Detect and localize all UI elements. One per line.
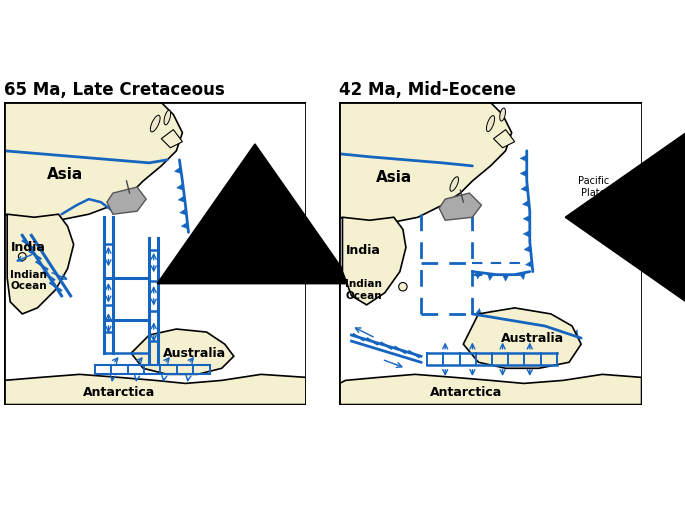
Text: Indian
Ocean: Indian Ocean	[10, 270, 47, 292]
Polygon shape	[560, 326, 566, 333]
Polygon shape	[524, 246, 531, 252]
Polygon shape	[384, 158, 391, 165]
Polygon shape	[140, 162, 147, 169]
Text: Asia: Asia	[375, 170, 412, 186]
Polygon shape	[548, 322, 554, 329]
Polygon shape	[107, 187, 146, 214]
Polygon shape	[373, 157, 379, 164]
Polygon shape	[55, 155, 62, 162]
Text: India: India	[11, 241, 46, 254]
Polygon shape	[463, 308, 581, 368]
Polygon shape	[105, 202, 110, 208]
Polygon shape	[67, 156, 74, 163]
Polygon shape	[66, 205, 71, 211]
Polygon shape	[487, 310, 494, 317]
Polygon shape	[520, 170, 527, 177]
Text: Antarctica: Antarctica	[430, 386, 503, 399]
Polygon shape	[340, 102, 512, 223]
Polygon shape	[19, 152, 25, 159]
Polygon shape	[161, 130, 182, 148]
Polygon shape	[521, 185, 528, 192]
Text: Indian
Ocean: Indian Ocean	[345, 279, 382, 301]
Text: 42 Ma, Mid-Eocene: 42 Ma, Mid-Eocene	[340, 82, 516, 99]
Polygon shape	[7, 151, 14, 158]
Polygon shape	[80, 197, 85, 203]
Polygon shape	[177, 184, 184, 190]
Polygon shape	[103, 159, 110, 166]
Polygon shape	[523, 215, 530, 222]
Text: 65 Ma, Late Cretaceous: 65 Ma, Late Cretaceous	[4, 82, 225, 99]
Polygon shape	[487, 273, 494, 280]
Polygon shape	[92, 195, 97, 201]
Polygon shape	[421, 161, 427, 168]
Polygon shape	[499, 312, 506, 319]
Polygon shape	[175, 167, 182, 174]
Polygon shape	[493, 130, 514, 148]
Polygon shape	[525, 261, 532, 267]
Circle shape	[18, 252, 26, 261]
Text: Pacific
Plate: Pacific Plate	[577, 176, 609, 198]
Polygon shape	[31, 153, 38, 160]
Polygon shape	[155, 161, 162, 168]
Text: Australia: Australia	[163, 347, 226, 359]
Polygon shape	[397, 159, 403, 166]
Text: Asia: Asia	[47, 167, 83, 183]
Ellipse shape	[164, 110, 171, 125]
Polygon shape	[127, 161, 134, 168]
Polygon shape	[447, 163, 453, 170]
Polygon shape	[340, 374, 642, 405]
Polygon shape	[359, 156, 365, 163]
Polygon shape	[92, 158, 98, 165]
Polygon shape	[475, 272, 482, 279]
Ellipse shape	[151, 115, 160, 132]
Polygon shape	[572, 330, 578, 337]
Polygon shape	[536, 318, 542, 325]
Polygon shape	[116, 160, 123, 167]
Polygon shape	[512, 314, 518, 321]
Ellipse shape	[486, 116, 495, 132]
Polygon shape	[7, 214, 74, 314]
Polygon shape	[475, 308, 482, 315]
Polygon shape	[502, 275, 509, 281]
Polygon shape	[433, 162, 440, 169]
Circle shape	[399, 282, 407, 291]
Text: Pacific
Plate: Pacific Plate	[206, 212, 237, 234]
Polygon shape	[79, 157, 86, 164]
Polygon shape	[523, 231, 530, 237]
Ellipse shape	[500, 108, 506, 121]
Polygon shape	[520, 155, 527, 162]
Polygon shape	[519, 272, 525, 280]
Text: Australia: Australia	[501, 332, 564, 345]
Polygon shape	[462, 165, 468, 172]
Polygon shape	[4, 374, 306, 405]
Text: Antarctica: Antarctica	[83, 386, 155, 399]
Polygon shape	[523, 316, 530, 323]
Polygon shape	[178, 196, 185, 202]
Ellipse shape	[450, 177, 458, 191]
Polygon shape	[4, 102, 182, 220]
Polygon shape	[131, 329, 234, 374]
Text: India: India	[346, 244, 381, 257]
Polygon shape	[43, 154, 50, 161]
Polygon shape	[181, 222, 188, 229]
Polygon shape	[342, 217, 406, 305]
Polygon shape	[179, 209, 186, 215]
Polygon shape	[523, 200, 530, 207]
Polygon shape	[409, 160, 415, 167]
Polygon shape	[439, 193, 482, 220]
Polygon shape	[344, 154, 350, 161]
